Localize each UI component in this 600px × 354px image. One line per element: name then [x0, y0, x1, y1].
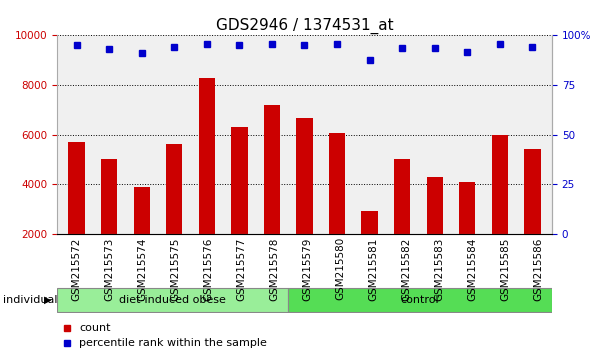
Text: GSM215579: GSM215579 — [303, 237, 313, 301]
Bar — [231, 127, 248, 234]
Text: individual: individual — [3, 295, 58, 305]
Text: GSM215581: GSM215581 — [369, 237, 379, 301]
Text: GSM215573: GSM215573 — [105, 237, 115, 301]
Text: GSM215578: GSM215578 — [270, 237, 280, 301]
Text: count: count — [79, 322, 111, 332]
Bar — [492, 135, 508, 234]
Bar — [264, 105, 280, 234]
Text: GSM215584: GSM215584 — [468, 237, 478, 301]
Text: GSM215585: GSM215585 — [501, 237, 511, 301]
Text: GSM215577: GSM215577 — [237, 237, 247, 301]
Text: GSM215574: GSM215574 — [138, 237, 148, 301]
Bar — [361, 211, 378, 234]
Text: diet-induced obese: diet-induced obese — [119, 295, 226, 305]
Bar — [58, 288, 287, 312]
Text: ▶: ▶ — [44, 295, 52, 305]
Text: GSM215572: GSM215572 — [72, 237, 82, 301]
Text: GSM215576: GSM215576 — [204, 237, 214, 301]
Text: GSM215583: GSM215583 — [435, 237, 445, 301]
Bar — [289, 288, 551, 312]
Bar — [459, 182, 475, 234]
Text: GSM215575: GSM215575 — [171, 237, 181, 301]
Text: GSM215580: GSM215580 — [336, 237, 346, 301]
Bar — [427, 177, 443, 234]
Text: control: control — [401, 295, 439, 305]
Text: GSM215582: GSM215582 — [402, 237, 412, 301]
Bar — [296, 118, 313, 234]
Text: GSM215586: GSM215586 — [534, 237, 544, 301]
Bar — [329, 133, 345, 234]
Bar — [166, 144, 182, 234]
Bar — [101, 159, 117, 234]
Text: percentile rank within the sample: percentile rank within the sample — [79, 338, 267, 348]
Bar — [394, 159, 410, 234]
Title: GDS2946 / 1374531_at: GDS2946 / 1374531_at — [215, 18, 394, 34]
Bar — [68, 142, 85, 234]
Bar — [524, 149, 541, 234]
Bar — [134, 187, 150, 234]
Bar — [199, 78, 215, 234]
